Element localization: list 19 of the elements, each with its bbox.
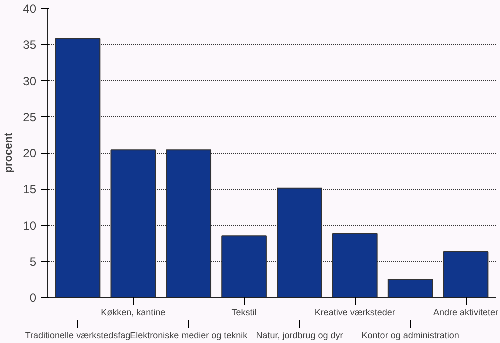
y-tick-label: 15: [23, 182, 37, 197]
x-tick-label: Kreative værksteder: [314, 308, 396, 318]
y-tick-label: 35: [23, 38, 37, 52]
y-tick-label: 0: [30, 291, 37, 305]
y-axis-title: procent: [3, 132, 16, 174]
bar: [388, 278, 434, 298]
x-tick-label: Køkken, kantine: [101, 308, 166, 318]
x-tick-label: Tekstil: [232, 308, 257, 318]
x-tick-label: Elektroniske medier og teknik: [130, 330, 248, 340]
y-tick-label: 10: [23, 218, 37, 233]
y-tick-label: 25: [23, 110, 37, 124]
y-tick-label: 20: [23, 146, 37, 160]
y-tick-label: 30: [23, 74, 37, 88]
y-tick-label: 5: [30, 254, 37, 269]
x-tick-label: Traditionelle værkstedsfag: [25, 330, 131, 340]
x-tick-label: Kontor og administration: [362, 330, 460, 340]
y-tick-label: 40: [23, 2, 37, 16]
x-tick-label: Andre aktiviteter: [433, 308, 499, 318]
x-tick-label: Natur, jordbrug og dyr: [256, 330, 344, 340]
